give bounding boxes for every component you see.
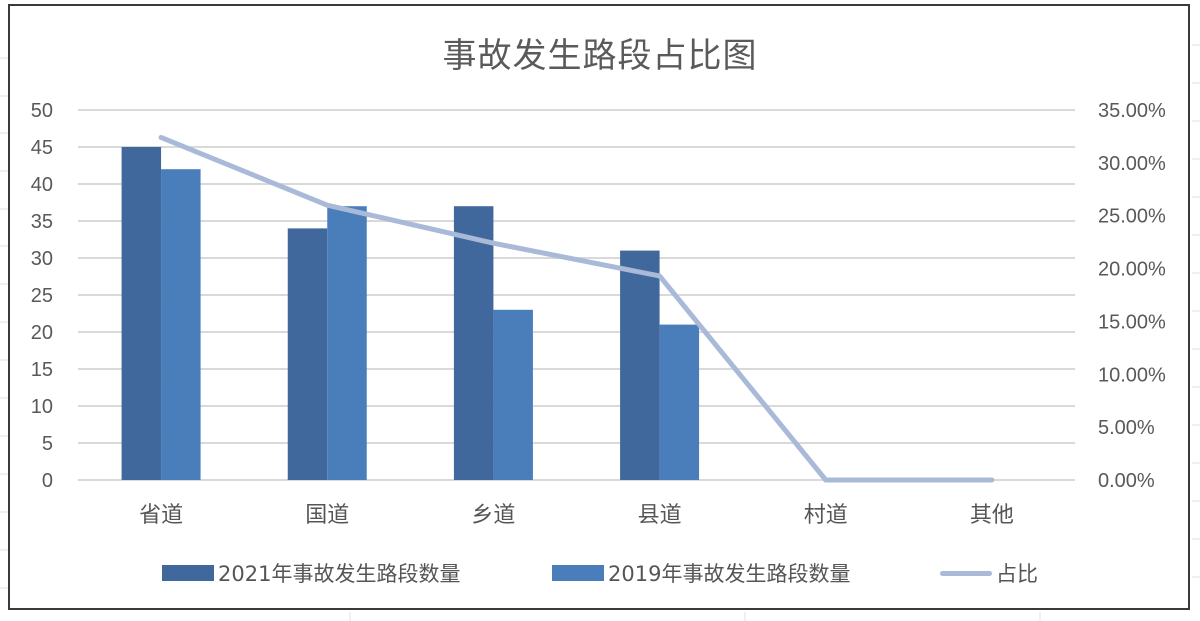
bar[interactable] [620, 250, 660, 480]
category-label: 村道 [804, 503, 848, 528]
category-label: 国道 [305, 503, 349, 528]
left-axis-tick: 0 [42, 470, 53, 492]
right-axis-tick: 35.00% [1098, 100, 1166, 122]
legend-swatch-2019 [552, 565, 604, 581]
category-label: 乡道 [471, 503, 515, 528]
left-axis-tick: 20 [31, 322, 53, 344]
left-axis-tick: 30 [31, 248, 53, 270]
legend-label-2021: 2021年事故发生路段数量 [218, 562, 461, 586]
bar[interactable] [121, 147, 162, 480]
right-axis-tick: 10.00% [1098, 364, 1166, 386]
bar[interactable] [493, 309, 533, 480]
left-axis-tick: 50 [31, 100, 53, 122]
right-axis-tick: 15.00% [1098, 311, 1166, 333]
left-axis-tick: 25 [31, 285, 53, 307]
legend-label-ratio: 占比 [996, 562, 1038, 586]
bar[interactable] [453, 206, 494, 480]
right-axis-tick: 5.00% [1098, 417, 1155, 439]
category-label: 其他 [970, 503, 1014, 528]
legend-swatch-2021 [162, 565, 214, 581]
chart-title: 事故发生路段占比图 [442, 36, 758, 76]
chart-container[interactable] [8, 4, 1190, 610]
bar[interactable] [161, 169, 201, 480]
bar[interactable] [287, 228, 328, 480]
legend-label-2019: 2019年事故发生路段数量 [608, 562, 851, 586]
bar[interactable] [659, 324, 700, 480]
ratio-line[interactable] [158, 134, 995, 483]
right-axis-tick: 0.00% [1098, 470, 1155, 492]
legend-swatch-ratio [940, 570, 992, 576]
category-label: 县道 [638, 503, 682, 528]
legend-item-2021[interactable]: 2021年事故发生路段数量 [162, 558, 460, 588]
bar[interactable] [327, 206, 367, 480]
left-axis-tick: 10 [31, 396, 53, 418]
left-axis-tick: 35 [31, 211, 53, 233]
legend-item-2019[interactable]: 2019年事故发生路段数量 [552, 558, 850, 588]
right-axis-tick: 30.00% [1098, 153, 1166, 175]
left-axis-tick: 45 [31, 137, 53, 159]
right-axis-tick: 25.00% [1098, 206, 1166, 228]
legend-item-ratio[interactable]: 占比 [940, 558, 1038, 588]
left-axis-tick: 40 [31, 174, 53, 196]
left-axis-tick: 15 [31, 359, 53, 381]
category-label: 省道 [139, 503, 183, 528]
left-axis-tick: 5 [42, 433, 53, 455]
right-axis-tick: 20.00% [1098, 259, 1166, 281]
